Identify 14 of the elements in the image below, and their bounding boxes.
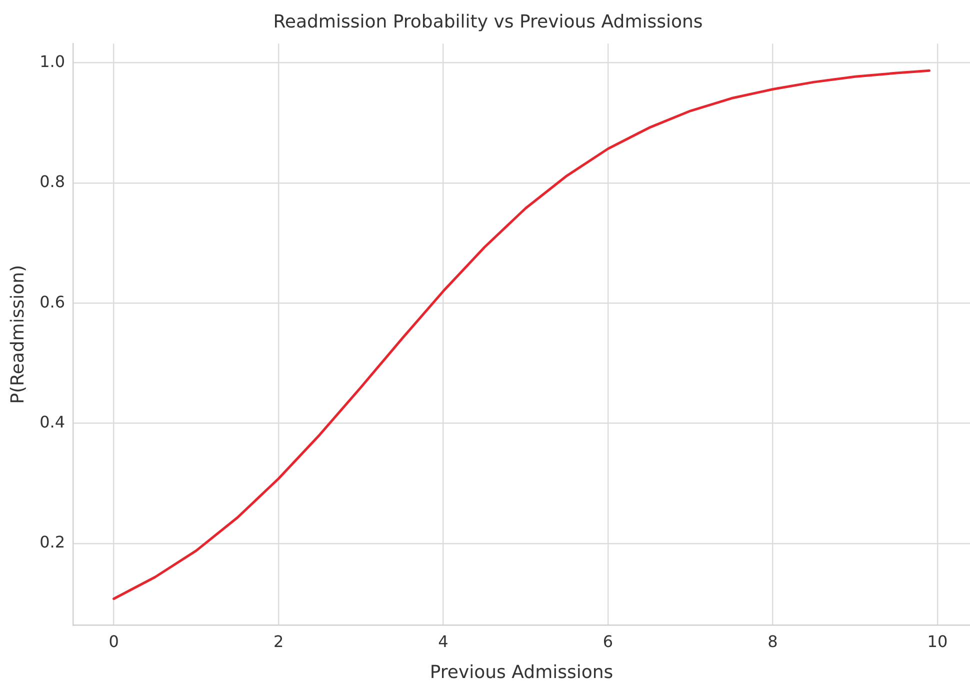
y-tick-label: 0.8 (40, 172, 66, 192)
x-tick-label: 4 (438, 632, 448, 651)
y-axis-title: P(Readmission) (7, 264, 28, 404)
chart-title: Readmission Probability vs Previous Admissions (273, 11, 703, 32)
x-axis-title: Previous Admissions (430, 662, 614, 683)
x-tick-label: 2 (273, 632, 284, 651)
x-tick-label: 10 (927, 632, 948, 651)
y-tick-label: 1.0 (40, 52, 66, 71)
x-tick-label: 0 (108, 632, 119, 651)
y-tick-label: 0.6 (40, 292, 66, 312)
x-tick-label: 8 (768, 632, 778, 651)
y-tick-label: 0.4 (40, 412, 66, 432)
x-tick-label: 6 (602, 632, 614, 651)
y-tick-label: 0.2 (40, 532, 66, 552)
